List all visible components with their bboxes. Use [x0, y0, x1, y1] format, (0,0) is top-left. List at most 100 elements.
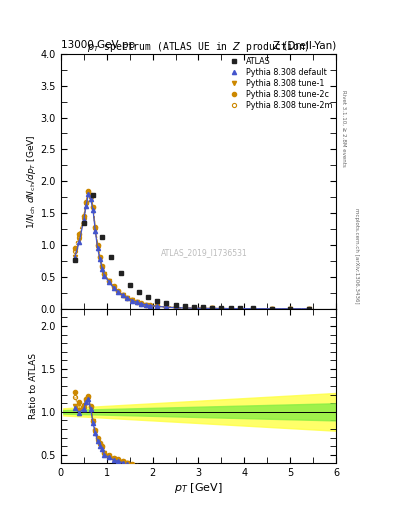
Pythia 8.308 tune-2c: [201, 305, 206, 311]
Pythia 8.308 tune-2m: [95, 243, 100, 249]
Pythia 8.308 default: [143, 302, 148, 308]
Pythia 8.308 tune-2m: [86, 189, 91, 195]
Pythia 8.308 tune-1: [201, 305, 206, 311]
Pythia 8.308 tune-2c: [134, 299, 139, 305]
Pythia 8.308 tune-2c: [228, 306, 233, 312]
Pythia 8.308 tune-2m: [97, 254, 102, 260]
Pythia 8.308 default: [182, 305, 187, 311]
ATLAS: [191, 304, 196, 310]
Title: $p_T$ spectrum (ATLAS UE in $Z$ production): $p_T$ spectrum (ATLAS UE in $Z$ producti…: [87, 40, 310, 54]
Pythia 8.308 tune-2m: [306, 306, 311, 312]
Pythia 8.308 tune-2c: [210, 305, 215, 311]
Pythia 8.308 default: [237, 306, 242, 312]
Pythia 8.308 tune-1: [270, 306, 274, 312]
Pythia 8.308 tune-2c: [139, 301, 143, 307]
Pythia 8.308 default: [173, 305, 178, 311]
Pythia 8.308 default: [270, 306, 274, 312]
Pythia 8.308 default: [164, 304, 169, 310]
ATLAS: [251, 306, 256, 312]
ATLAS: [201, 304, 206, 310]
Pythia 8.308 tune-2c: [125, 294, 130, 301]
Pythia 8.308 tune-2c: [143, 302, 148, 308]
Pythia 8.308 tune-1: [173, 305, 178, 311]
Pythia 8.308 tune-2c: [219, 306, 224, 312]
Pythia 8.308 default: [125, 295, 130, 302]
Pythia 8.308 tune-2m: [130, 297, 134, 303]
Pythia 8.308 tune-2m: [116, 288, 121, 294]
Pythia 8.308 default: [191, 305, 196, 311]
Pythia 8.308 tune-1: [182, 305, 187, 311]
Line: Pythia 8.308 tune-1: Pythia 8.308 tune-1: [73, 190, 310, 311]
Pythia 8.308 tune-2m: [93, 225, 97, 231]
Pythia 8.308 tune-2m: [219, 306, 224, 312]
Pythia 8.308 tune-2m: [182, 305, 187, 311]
Text: mcplots.cern.ch [arXiv:1306.3436]: mcplots.cern.ch [arXiv:1306.3436]: [354, 208, 359, 304]
ATLAS: [173, 302, 178, 308]
Pythia 8.308 tune-2c: [102, 271, 107, 277]
ATLAS: [72, 257, 77, 263]
Pythia 8.308 tune-2m: [120, 292, 125, 298]
ATLAS: [109, 253, 114, 260]
Pythia 8.308 default: [201, 305, 206, 311]
Pythia 8.308 tune-2m: [228, 306, 233, 312]
Pythia 8.308 tune-1: [306, 306, 311, 312]
Pythia 8.308 tune-1: [134, 299, 139, 305]
Pythia 8.308 tune-2m: [191, 305, 196, 311]
Text: ATLAS_2019_I1736531: ATLAS_2019_I1736531: [161, 248, 247, 257]
Pythia 8.308 tune-2m: [72, 248, 77, 254]
Pythia 8.308 tune-1: [155, 303, 160, 309]
Pythia 8.308 default: [148, 303, 152, 309]
Pythia 8.308 tune-2m: [143, 302, 148, 308]
Pythia 8.308 tune-2c: [237, 306, 242, 312]
Pythia 8.308 tune-2c: [95, 242, 100, 248]
Pythia 8.308 tune-1: [95, 244, 100, 250]
Pythia 8.308 tune-2c: [107, 278, 112, 284]
Pythia 8.308 tune-2m: [125, 295, 130, 301]
Pythia 8.308 default: [86, 191, 91, 197]
Pythia 8.308 default: [219, 306, 224, 312]
Pythia 8.308 tune-1: [237, 306, 242, 312]
Pythia 8.308 tune-1: [228, 306, 233, 312]
ATLAS: [118, 270, 123, 276]
Pythia 8.308 tune-2m: [102, 271, 107, 278]
Pythia 8.308 tune-2c: [130, 297, 134, 303]
Pythia 8.308 tune-2c: [120, 292, 125, 298]
Pythia 8.308 default: [100, 266, 105, 272]
Pythia 8.308 tune-2m: [88, 194, 93, 200]
Pythia 8.308 tune-1: [143, 302, 148, 308]
Pythia 8.308 tune-2m: [107, 278, 112, 284]
Pythia 8.308 tune-1: [125, 295, 130, 301]
Text: Z (Drell-Yan): Z (Drell-Yan): [273, 40, 336, 50]
Pythia 8.308 tune-1: [139, 301, 143, 307]
Pythia 8.308 default: [139, 301, 143, 307]
Pythia 8.308 tune-2m: [237, 306, 242, 312]
Y-axis label: Ratio to ATLAS: Ratio to ATLAS: [29, 353, 38, 419]
Pythia 8.308 tune-1: [130, 297, 134, 304]
Pythia 8.308 tune-2c: [155, 303, 160, 309]
Pythia 8.308 tune-2c: [306, 306, 311, 312]
Pythia 8.308 tune-2c: [111, 284, 116, 290]
Pythia 8.308 tune-1: [88, 194, 93, 200]
ATLAS: [81, 220, 86, 226]
Pythia 8.308 tune-2c: [91, 204, 95, 210]
Pythia 8.308 tune-1: [116, 288, 121, 294]
Pythia 8.308 tune-2c: [116, 288, 121, 294]
Pythia 8.308 tune-1: [91, 205, 95, 211]
Pythia 8.308 default: [116, 289, 121, 295]
Pythia 8.308 default: [228, 306, 233, 312]
Pythia 8.308 tune-2m: [164, 304, 169, 310]
Pythia 8.308 default: [210, 305, 215, 311]
Pythia 8.308 default: [107, 279, 112, 285]
Pythia 8.308 tune-2c: [164, 304, 169, 310]
Pythia 8.308 tune-1: [164, 304, 169, 310]
Pythia 8.308 tune-1: [77, 237, 82, 243]
ATLAS: [136, 289, 141, 295]
ATLAS: [127, 282, 132, 288]
Pythia 8.308 default: [120, 292, 125, 298]
Line: Pythia 8.308 tune-2c: Pythia 8.308 tune-2c: [73, 189, 310, 311]
Pythia 8.308 tune-2m: [148, 303, 152, 309]
Pythia 8.308 tune-1: [102, 271, 107, 278]
Pythia 8.308 default: [97, 256, 102, 262]
Pythia 8.308 tune-2m: [134, 299, 139, 305]
Pythia 8.308 tune-2c: [270, 306, 274, 312]
